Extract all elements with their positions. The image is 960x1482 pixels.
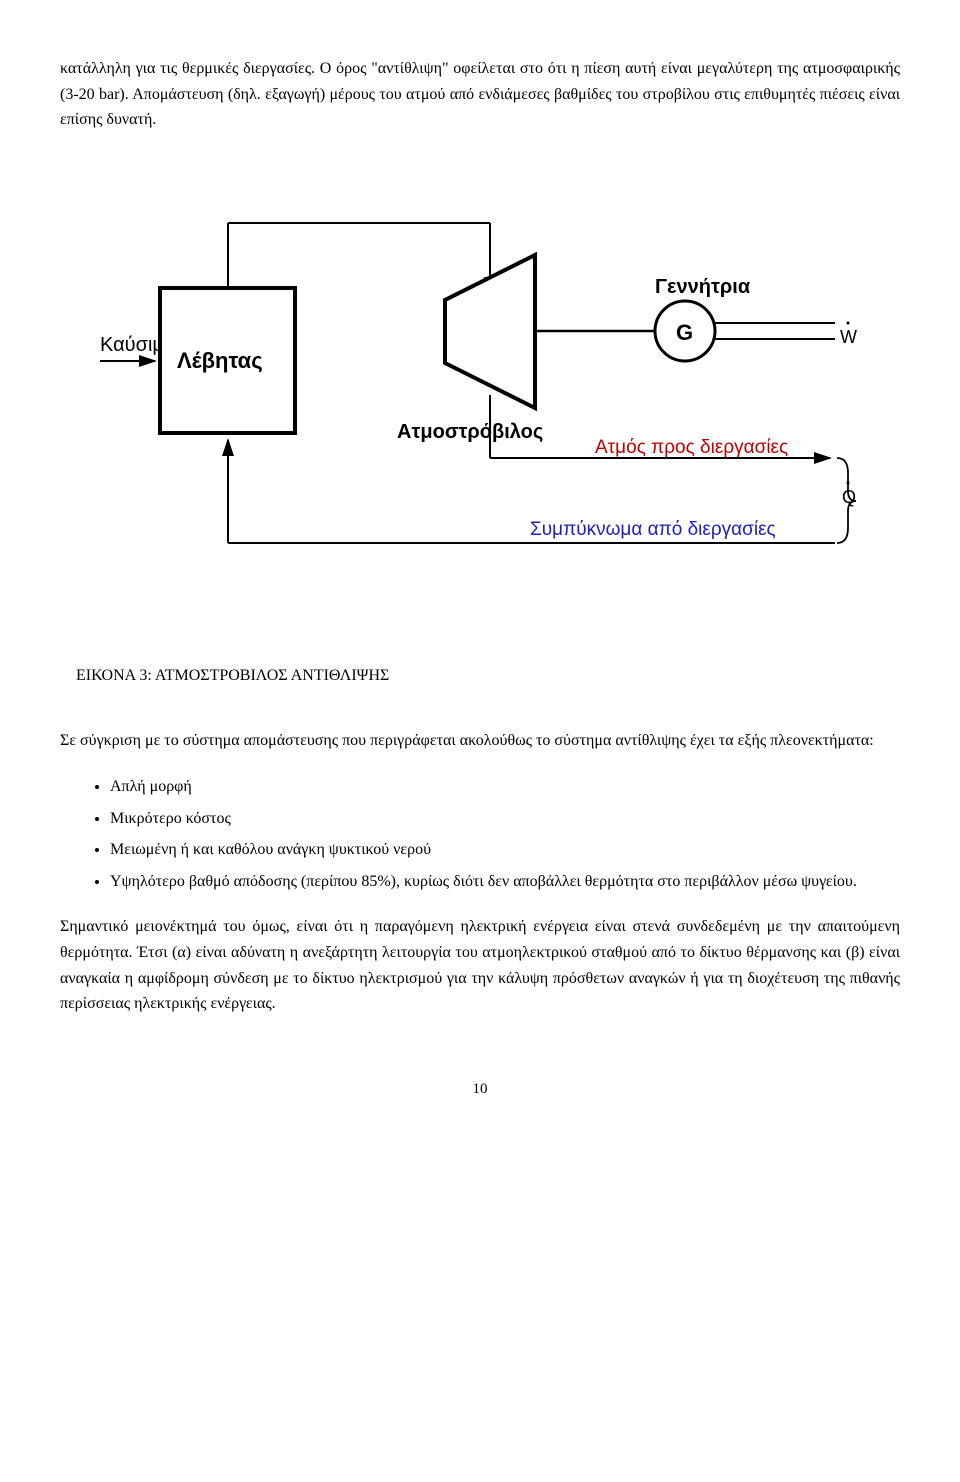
disadvantage-paragraph: Σημαντικό μειονέκτημά του όμως, είναι ότ… (60, 914, 900, 1016)
w-label: W (840, 327, 857, 347)
list-item: Υψηλότερο βαθμό απόδοσης (περίπου 85%), … (110, 869, 900, 895)
turbine-shape (445, 255, 535, 408)
figure-caption: ΕΙΚΟΝΑ 3: ΑΤΜΟΣΤΡΟΒΙΛΟΣ ΑΝΤΙΘΛΙΨΗΣ (76, 663, 900, 689)
turbine-label: Ατμοστρόβιλος (397, 421, 543, 443)
diagram-svg: Καύσιμο Λέβητας Ατμοστρόβιλος G Γεννήτρι… (100, 183, 860, 613)
advantages-list: Απλή μορφή Μικρότερο κόστος Μειωμένη ή κ… (110, 774, 900, 894)
generator-label: Γεννήτρια (655, 276, 751, 298)
steam-to-process-label: Ατμός προς διεργασίες (595, 437, 788, 458)
condensate-label: Συμπύκνωμα από διεργασίες (530, 519, 776, 540)
list-item: Απλή μορφή (110, 774, 900, 800)
list-item: Μειωμένη ή και καθόλου ανάγκη ψυκτικού ν… (110, 837, 900, 863)
q-dot (847, 481, 850, 484)
page-number: 10 (60, 1077, 900, 1101)
q-label: Q (842, 487, 856, 507)
advantages-intro: Σε σύγκριση με το σύστημα απομάστευσης π… (60, 728, 900, 754)
boiler-label: Λέβητας (177, 348, 263, 373)
intro-paragraph: κατάλληλη για τις θερμικές διεργασίες. Ο… (60, 56, 900, 133)
generator-g-letter: G (676, 320, 693, 345)
figure-3: Καύσιμο Λέβητας Ατμοστρόβιλος G Γεννήτρι… (100, 183, 860, 613)
w-dot (847, 321, 850, 324)
list-item: Μικρότερο κόστος (110, 806, 900, 832)
